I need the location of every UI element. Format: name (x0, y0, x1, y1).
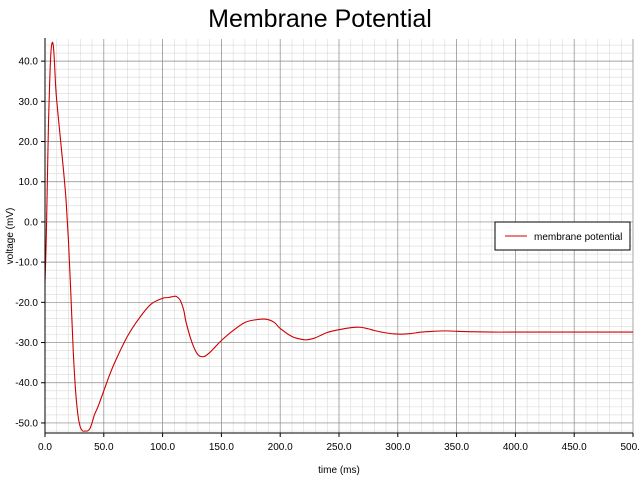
series-line-membrane-potential (44, 41, 633, 432)
x-tick-label: 100.0 (150, 442, 175, 453)
legend-label: membrane potential (534, 232, 622, 243)
y-tick-label: 40.0 (19, 57, 39, 68)
y-tick-label: 30.0 (19, 97, 39, 108)
y-tick-label: -50.0 (15, 418, 38, 429)
x-tick-label: 400.0 (503, 442, 528, 453)
chart-title: Membrane Potential (208, 5, 432, 33)
y-tick-label: -10.0 (15, 258, 38, 269)
x-tick-label: 150.0 (209, 442, 234, 453)
x-tick-label: 200.0 (268, 442, 293, 453)
x-tick-label: 350.0 (444, 442, 469, 453)
y-tick-label: 0.0 (24, 217, 38, 228)
y-axis-ticks: -50.0 -40.0 -30.0 -20.0 -10.0 0.0 10.0 20.0 30.0… (15, 57, 45, 429)
y-tick-label: -20.0 (15, 298, 38, 309)
x-tick-label: 450.0 (562, 442, 587, 453)
x-axis-label: time (ms) (318, 465, 360, 476)
x-tick-label: 300.0 (385, 442, 410, 453)
legend: membrane potential (494, 221, 631, 251)
x-tick-label: 250.0 (326, 442, 351, 453)
y-tick-label: -40.0 (15, 378, 38, 389)
x-tick-label: 0.0 (38, 442, 52, 453)
y-tick-label: 10.0 (19, 177, 39, 188)
x-axis-ticks: 0.0 50.0 100.0 150.0 200.0 250.0 300.0 350.0 400… (38, 433, 640, 453)
x-tick-label: 500.0 (620, 442, 640, 453)
y-axis-label: voltage (mV) (5, 208, 16, 265)
y-tick-label: 20.0 (19, 137, 39, 148)
series-layer (44, 41, 633, 432)
y-tick-label: -30.0 (15, 338, 38, 349)
x-tick-label: 50.0 (94, 442, 114, 453)
